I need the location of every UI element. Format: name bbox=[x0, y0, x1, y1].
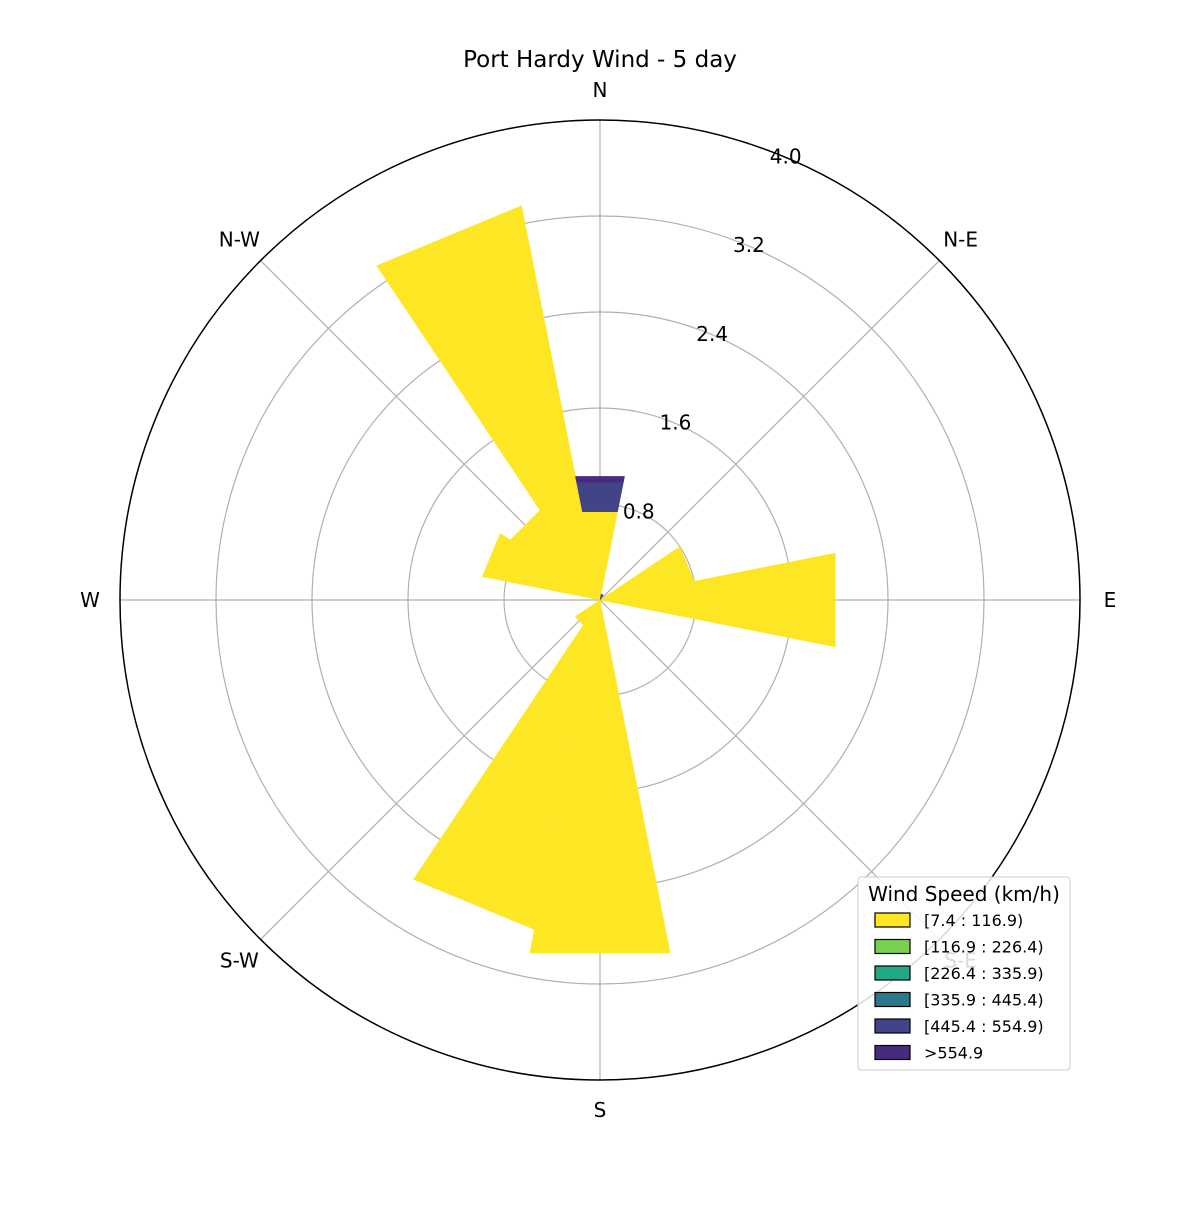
windrose-bar bbox=[574, 599, 601, 626]
direction-label-n: N bbox=[593, 78, 608, 102]
legend-swatch bbox=[874, 912, 911, 928]
radial-tick-label: 0.8 bbox=[623, 499, 655, 523]
legend-swatch bbox=[874, 1044, 911, 1061]
legend-title: Wind Speed (km/h) bbox=[868, 882, 1060, 906]
polar-frame bbox=[119, 119, 1081, 1081]
legend-swatch bbox=[874, 938, 911, 955]
grid-spoke bbox=[599, 260, 940, 601]
direction-label-s: S bbox=[594, 1098, 607, 1122]
windrose-bar bbox=[599, 552, 836, 648]
radial-tick-label: 2.4 bbox=[696, 322, 728, 346]
radial-tick-label: 3.2 bbox=[733, 233, 765, 257]
legend-entry: [7.4 : 116.9) bbox=[924, 911, 1023, 930]
direction-label-n-e: N-E bbox=[943, 227, 978, 251]
grid-spoke bbox=[260, 599, 601, 940]
direction-label-e: E bbox=[1104, 588, 1117, 612]
windrose-bar bbox=[376, 205, 601, 601]
legend-entry: [445.4 : 554.9) bbox=[924, 1017, 1044, 1036]
windrose-bar bbox=[575, 476, 625, 483]
windrose-bars bbox=[376, 205, 836, 954]
legend-box bbox=[857, 876, 1071, 1071]
windrose-bar bbox=[599, 593, 604, 601]
legend-entry: [226.4 : 335.9) bbox=[924, 964, 1044, 983]
legend-swatch bbox=[874, 965, 911, 981]
legend: Wind Speed (km/h) [7.4 : 116.9) [116.9 : 2… bbox=[857, 876, 1071, 1071]
radial-tick-label: 1.6 bbox=[660, 411, 692, 435]
direction-label-w: W bbox=[80, 588, 100, 612]
legend-swatch bbox=[874, 1018, 911, 1034]
legend-entry: [335.9 : 445.4) bbox=[924, 991, 1044, 1010]
radial-tick-label: 4.0 bbox=[770, 145, 802, 169]
legend-swatch bbox=[874, 991, 911, 1008]
direction-label-s-w: S-W bbox=[220, 949, 259, 973]
direction-label-n-w: N-W bbox=[219, 227, 260, 251]
legend-entry: >554.9 bbox=[924, 1044, 983, 1063]
windrose-bar bbox=[412, 599, 601, 930]
chart-title: Port Hardy Wind - 5 day bbox=[463, 47, 737, 73]
windrose-bar bbox=[576, 482, 624, 512]
legend-entry: [116.9 : 226.4) bbox=[924, 938, 1044, 957]
